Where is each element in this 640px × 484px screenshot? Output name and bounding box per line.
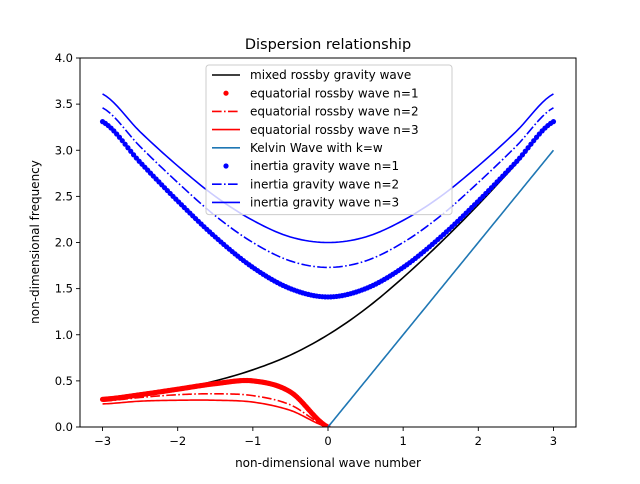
legend-label: inertia gravity wave n=3 [250,196,399,210]
data-point [122,141,128,147]
legend-label: mixed rossby gravity wave [250,68,411,82]
x-tick-label: 1 [399,434,406,448]
data-point [531,138,537,144]
legend-marker [223,90,229,96]
x-tick-label: 2 [475,434,482,448]
y-tick-label: 3.0 [55,143,73,157]
series-line [327,149,555,427]
legend-item-kelvin-wave-with-k-w: Kelvin Wave with k=w [212,141,383,155]
legend-label: equatorial rossby wave n=3 [250,123,419,137]
legend-label: equatorial rossby wave n=2 [250,105,419,119]
y-tick-label: 1.0 [55,328,73,342]
series-equatorial-rossby-wave-n-2 [102,392,329,427]
chart-title: Dispersion relationship [245,37,411,53]
legend-item-inertia-gravity-wave-n-3: inertia gravity wave n=3 [212,196,399,210]
legend-item-inertia-gravity-wave-n-1: inertia gravity wave n=1 [223,159,399,173]
series-line [102,93,554,244]
series-inertia-gravity-wave-n-3 [102,93,554,244]
axis-ticks: −3 −2 −1 0 1 2 3 0.0 0.5 1.0 1.5 2.0 2.5 3.0 3.5 4.0 [55,51,557,448]
legend-item-mixed-rossby-gravity-wave: mixed rossby gravity wave [212,68,411,82]
data-point [116,134,123,140]
series-line [102,399,329,427]
plot-area [99,93,557,427]
legend-item-equatorial-rossby-wave-n-3: equatorial rossby wave n=3 [212,123,419,137]
series-line [102,392,329,427]
legend-box [205,64,453,216]
legend-label: Kelvin Wave with k=w [250,141,383,155]
y-tick-label: 2.5 [55,189,73,203]
x-tick-label: 3 [550,434,557,448]
series-inertia-gravity-wave-n-1 [99,119,557,300]
data-point [519,152,526,158]
data-point [528,141,534,147]
x-tick-label: −3 [94,434,111,448]
series-equatorial-rossby-wave-n-1 [99,377,331,427]
x-tick-label: −2 [169,434,186,448]
legend-label: inertia gravity wave n=2 [250,177,399,191]
legend-marker [223,163,229,169]
legend: mixed rossby gravity wave equatorial ross… [205,64,453,216]
y-tick-label: 0.5 [55,374,73,388]
y-tick-label: 0.0 [55,420,73,434]
y-tick-label: 4.0 [55,51,73,65]
y-axis-label: non-dimensional frequency [28,160,42,324]
y-tick-label: 1.5 [55,282,73,296]
data-point [525,145,531,151]
legend-item-inertia-gravity-wave-n-2: inertia gravity wave n=2 [212,177,399,191]
legend-label: equatorial rossby wave n=1 [250,86,419,100]
legend-label: inertia gravity wave n=1 [250,159,399,173]
data-point [550,119,557,125]
series-equatorial-rossby-wave-n-3 [102,399,329,427]
y-tick-label: 3.5 [55,97,73,111]
y-tick-label: 2.0 [55,236,73,250]
data-point [125,145,131,151]
data-point [119,138,125,144]
series-kelvin-wave-with-k-w [327,149,555,427]
legend-item-equatorial-rossby-wave-n-2: equatorial rossby wave n=2 [212,105,419,119]
legend-item-equatorial-rossby-wave-n-1: equatorial rossby wave n=1 [223,86,419,100]
data-point [522,148,528,154]
x-tick-label: 0 [324,434,331,448]
x-axis-label: non-dimensional wave number [235,456,421,470]
x-tick-label: −1 [244,434,261,448]
data-point [128,148,134,154]
